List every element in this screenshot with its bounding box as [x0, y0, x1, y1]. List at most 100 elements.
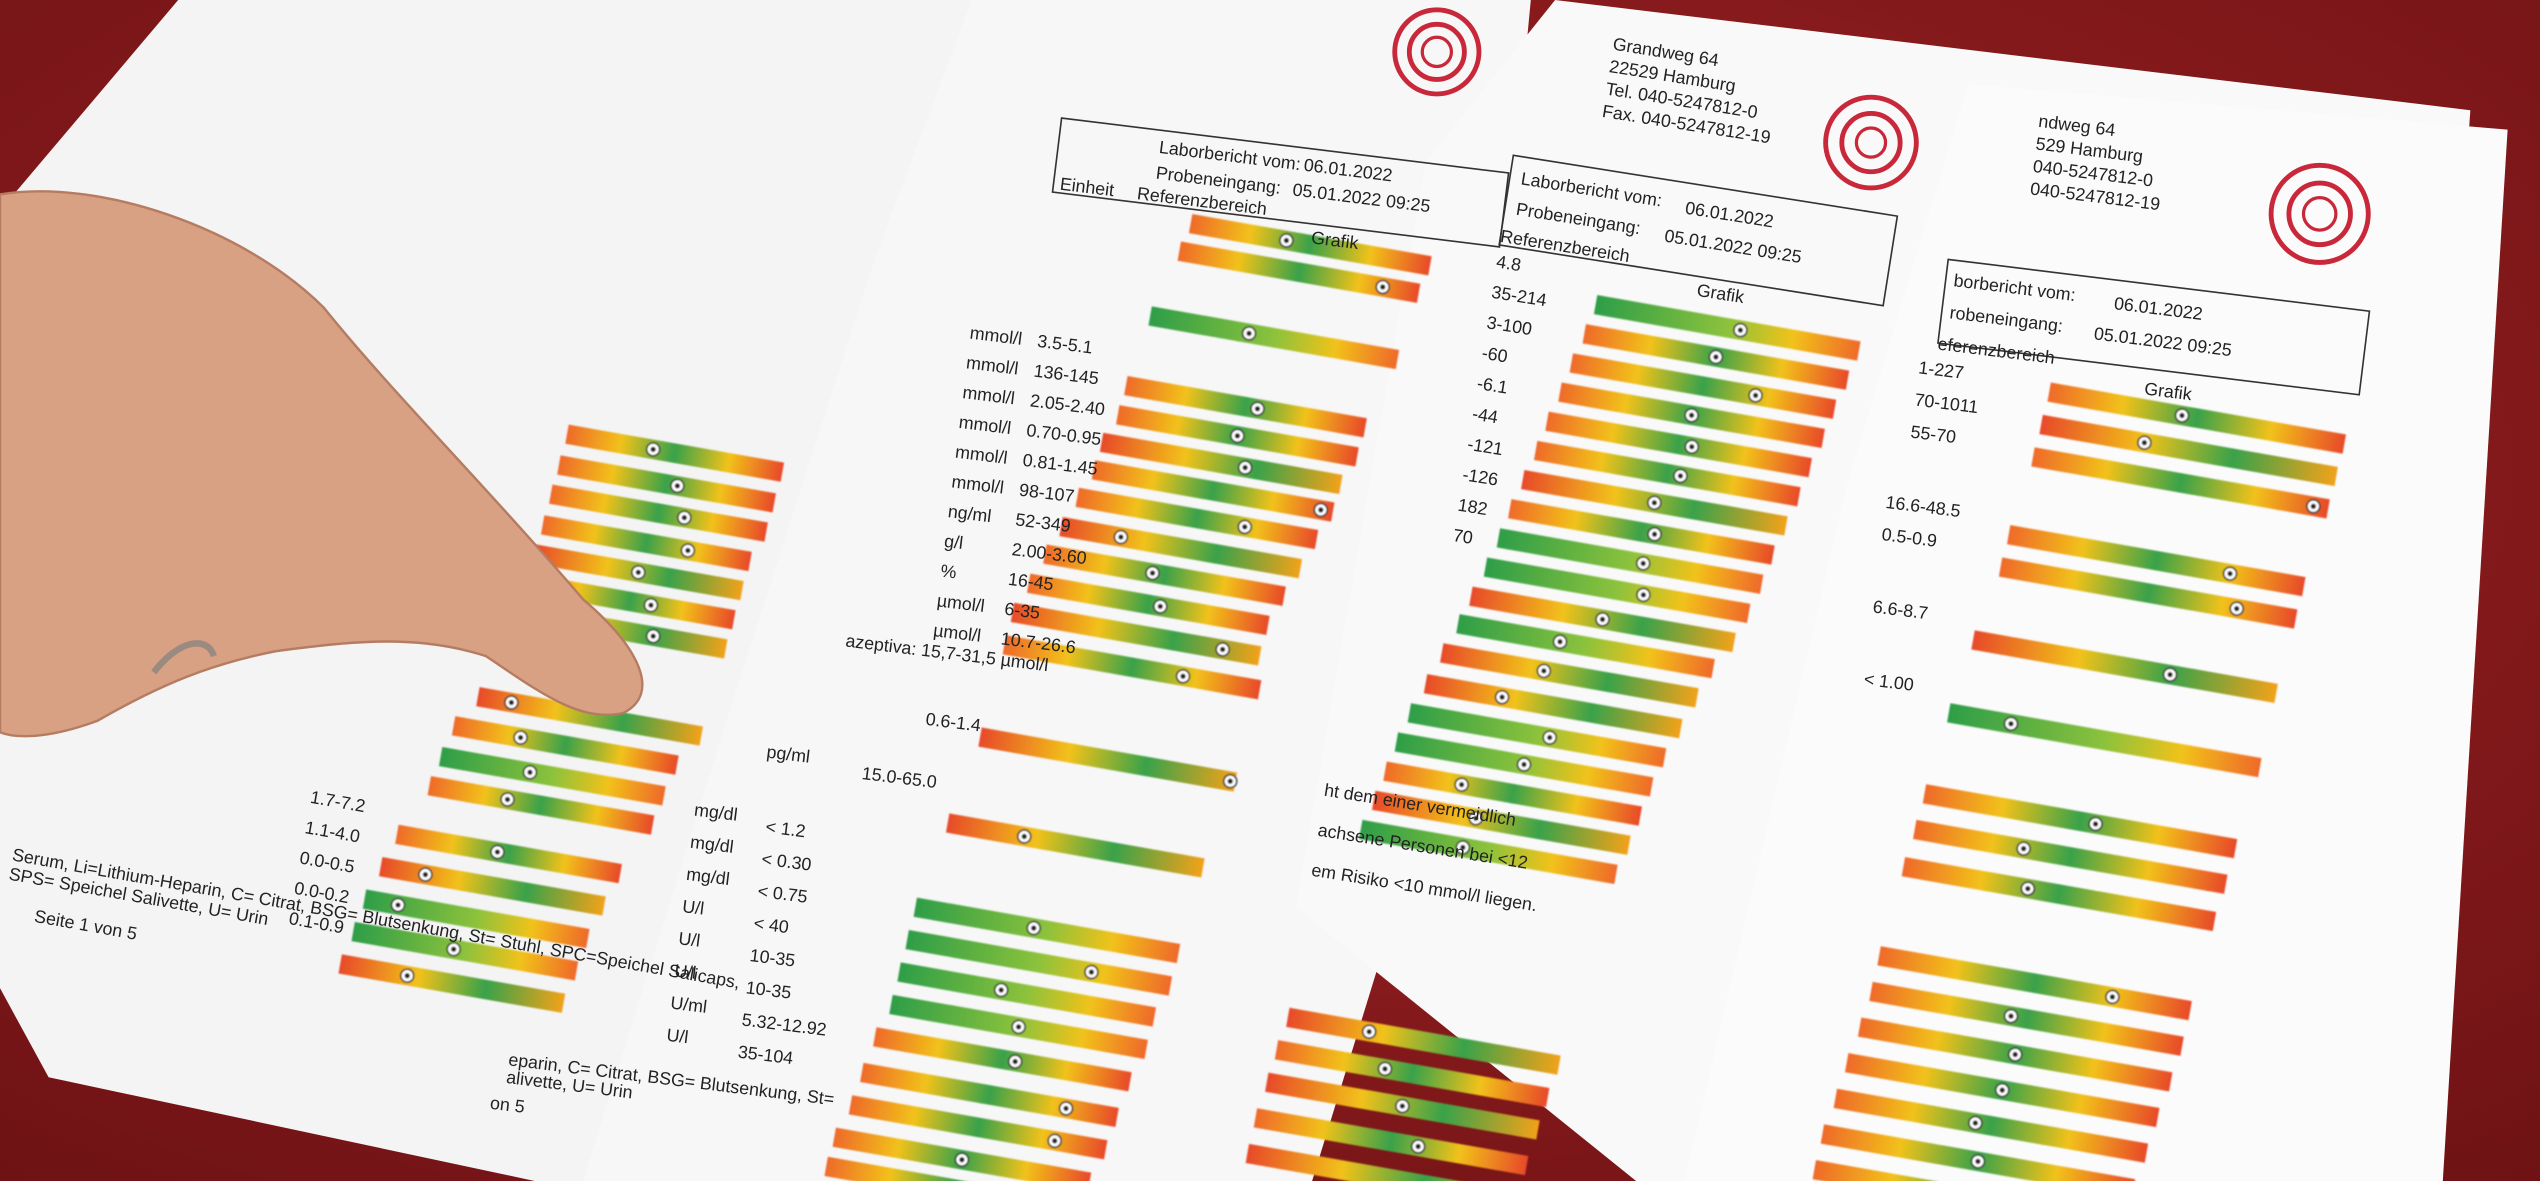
- bar-marker-dot: [1021, 833, 1027, 840]
- bar-gradient: [427, 776, 655, 835]
- bar-gradient: [1253, 1108, 1529, 1176]
- result-bar: [557, 455, 776, 513]
- bar-marker-dot: [2008, 1013, 2014, 1019]
- logo: [1823, 94, 1919, 191]
- result-bar: [1812, 1160, 2128, 1181]
- logo: [1406, 21, 1467, 82]
- bar-gradient: [1407, 703, 1667, 768]
- result-bar: [1569, 353, 1837, 419]
- result-bar: [1971, 630, 2278, 703]
- result-bar: [1947, 703, 2262, 778]
- bar-gradient: [2039, 414, 2338, 487]
- bar-marker-dot: [504, 796, 511, 803]
- hand: [0, 190, 644, 738]
- bar-marker-dot: [1012, 1058, 1018, 1065]
- bar-gradient: [2031, 447, 2330, 519]
- bar-marker-dot: [2141, 440, 2147, 446]
- bar-gradient: [395, 824, 622, 884]
- bar-gradient: [524, 573, 736, 630]
- result-bar: [351, 921, 579, 981]
- unit: %: [940, 561, 958, 583]
- result-bar: [1394, 732, 1654, 797]
- bar-marker-dot: [959, 1157, 965, 1163]
- result-bar: [427, 776, 655, 835]
- bar-marker-dot: [635, 569, 641, 575]
- bar-marker-dot: [2310, 503, 2316, 509]
- bar-gradient: [1593, 295, 1861, 361]
- bar-marker-dot: [1227, 778, 1233, 784]
- bar-marker-dot: [2008, 721, 2014, 727]
- bar-gradient: [1026, 573, 1270, 635]
- bar-marker-dot: [1415, 1143, 1421, 1150]
- bar-gradient: [1099, 432, 1343, 495]
- bar-gradient: [1901, 857, 2217, 932]
- bar-marker-dot: [1246, 330, 1252, 336]
- result-bar: [1124, 376, 1367, 438]
- bar-gradient: [1091, 460, 1335, 522]
- bar-marker-dot: [1015, 1024, 1022, 1030]
- bar-marker-dot: [1157, 603, 1163, 610]
- bar-marker-dot: [1473, 815, 1479, 821]
- bar-marker-dot: [650, 633, 656, 639]
- reference-range: -6.1: [1476, 373, 1510, 398]
- result-bar: [889, 994, 1148, 1059]
- bar-gradient: [860, 1062, 1119, 1127]
- reference-range: 70: [1452, 525, 1475, 548]
- result-bar: [1469, 586, 1736, 653]
- unit: U/ml: [669, 993, 708, 1017]
- result-bar: [2039, 414, 2338, 487]
- bar-marker-dot: [1651, 531, 1658, 537]
- bar-marker-dot: [1677, 473, 1684, 479]
- result-bar: [1059, 516, 1303, 579]
- result-bar: [1359, 819, 1618, 885]
- bar-marker-dot: [494, 849, 500, 855]
- paper-far-right: [1684, 84, 2508, 1181]
- bar-marker-dot: [1149, 570, 1156, 576]
- bar-marker-dot: [1599, 616, 1606, 622]
- result-bar: [451, 716, 679, 775]
- bar-marker-dot: [1651, 500, 1657, 506]
- bar-gradient: [338, 954, 566, 1013]
- bar-gradient: [1947, 703, 2262, 778]
- unit: mg/dl: [689, 832, 735, 857]
- result-bar: [1857, 1017, 2173, 1092]
- bar-marker-dot: [2025, 886, 2031, 892]
- bar-marker-dot: [1688, 412, 1695, 418]
- result-bar: [549, 484, 768, 542]
- result-bar: [378, 857, 606, 916]
- bar-gradient: [978, 727, 1237, 792]
- bar-gradient: [945, 813, 1205, 878]
- bar-marker-dot: [2012, 1051, 2018, 1058]
- result-bar: [1043, 544, 1286, 606]
- logo: [1392, 7, 1482, 97]
- result-bar: [1245, 1143, 1521, 1181]
- result-bar: [1002, 635, 1262, 700]
- bar-gradient: [1998, 557, 2298, 629]
- result-bar: [1286, 1007, 1561, 1075]
- bar-marker-dot: [1547, 734, 1553, 741]
- bar-gradient: [873, 1027, 1132, 1092]
- bar-marker-dot: [648, 602, 654, 608]
- reference-range: < 1.2: [764, 817, 806, 842]
- bar-gradient: [476, 687, 703, 746]
- bar-gradient: [1075, 487, 1319, 550]
- bar-marker-dot: [1366, 1029, 1372, 1035]
- result-bar: [1593, 295, 1861, 361]
- result-bar: [1188, 214, 1432, 276]
- bar-gradient: [1423, 674, 1683, 739]
- result-bar: [1508, 499, 1775, 565]
- result-bar: [2006, 525, 2306, 597]
- result-bar: [1582, 324, 1850, 390]
- unit: U/l: [681, 896, 705, 919]
- bar-marker-dot: [1458, 782, 1465, 788]
- bar-marker-dot: [1242, 524, 1248, 530]
- bar-gradient: [1383, 761, 1642, 826]
- result-bar: [362, 889, 590, 949]
- bar-marker-dot: [1380, 284, 1386, 290]
- result-bar: [532, 544, 744, 601]
- result-bar: [1483, 557, 1751, 623]
- result-bar: [438, 746, 666, 806]
- bar-marker-dot: [422, 871, 428, 878]
- reference-range: -60: [1481, 343, 1510, 367]
